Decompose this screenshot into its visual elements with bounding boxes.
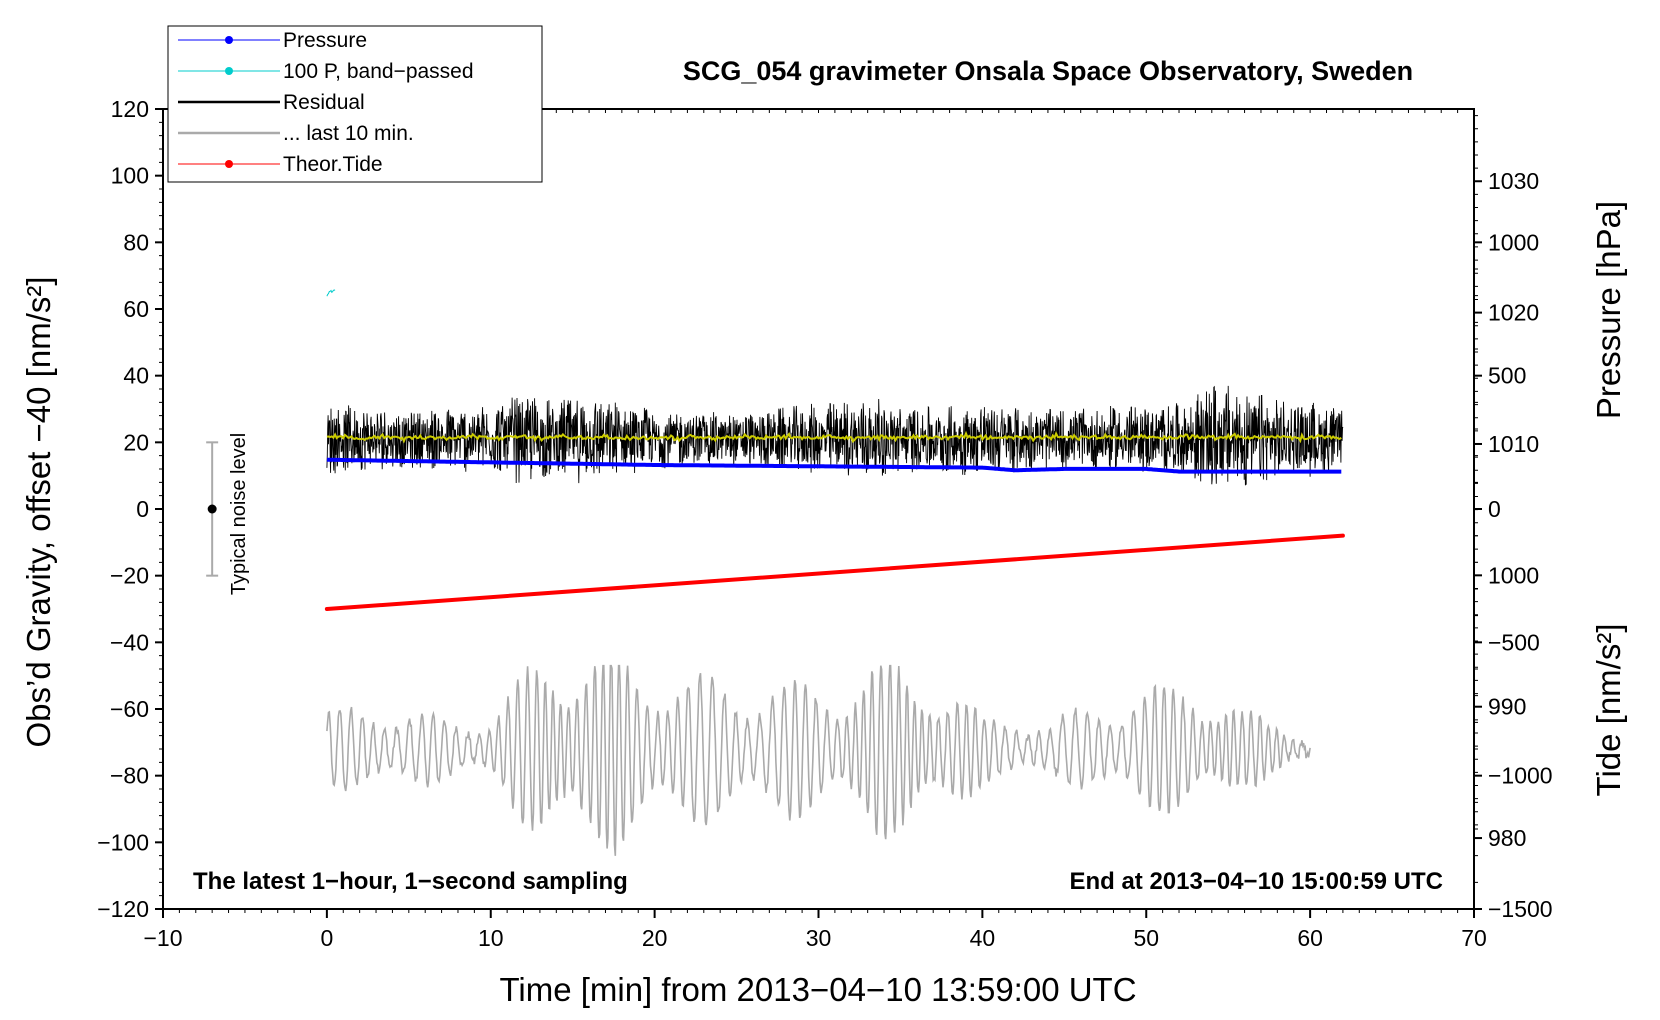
residual-line [326, 385, 1344, 486]
y-axis-ticks: −120 −100 −80 −60 −40 −20 0 20 40 60 80 100 120 [97, 96, 163, 922]
pressure-tick-label: 1030 [1488, 168, 1539, 194]
residual-smoothed-line [326, 430, 1342, 444]
y-tick-label: −100 [97, 829, 149, 855]
pressure-tick-label: 990 [1488, 694, 1526, 720]
pressure-line [326, 457, 1342, 474]
last-10-min-line [326, 664, 1311, 856]
legend-label: Residual [283, 91, 365, 114]
x-tick-label: 10 [478, 925, 504, 951]
legend-marker [225, 67, 233, 75]
y-tick-label: −40 [110, 629, 149, 655]
y-tick-label: 80 [123, 229, 149, 255]
tide-tick-label: −1500 [1488, 896, 1553, 922]
y-axis-title-left: Obs’d Gravity, offset −40 [nm/s²] [20, 276, 57, 747]
annotation-bottom-left: The latest 1−hour, 1−second sampling [193, 868, 628, 895]
minor-ticks [159, 108, 1478, 913]
noise-bar-label: Typical noise level [228, 433, 250, 595]
pressure-axis-ticks: 980 990 1000 1010 1020 1030 [1474, 168, 1539, 851]
y-axis-title-tide: Tide [nm/s²] [1590, 624, 1627, 797]
tide-tick-label: −1000 [1488, 763, 1553, 789]
tide-tick-label: −500 [1488, 629, 1540, 655]
x-tick-label: 0 [320, 925, 333, 951]
y-tick-label: 0 [136, 496, 149, 522]
pressure-tick-label: 1010 [1488, 431, 1539, 457]
legend-label: Pressure [283, 29, 367, 52]
y-tick-label: 40 [123, 363, 149, 389]
y-axis-title-pressure: Pressure [hPa] [1590, 201, 1627, 419]
band-passed-pressure-line [326, 289, 336, 297]
legend-items: Pressure 100 P, band−passed Residual ... la… [178, 29, 474, 176]
legend: Pressure 100 P, band−passed Residual ... la… [167, 25, 543, 183]
annotation-bottom-right: End at 2013−04−10 15:00:59 UTC [1069, 868, 1443, 895]
x-tick-label: 30 [806, 925, 832, 951]
tide-axis-ticks: −1500 −1000 −500 0 500 1000 [1474, 229, 1553, 922]
pressure-tick-label: 980 [1488, 825, 1526, 851]
chart-title: SCG_054 gravimeter Onsala Space Observat… [683, 56, 1413, 86]
legend-box [167, 25, 543, 183]
y-tick-label: −80 [110, 763, 149, 789]
pressure-tick-label: 1000 [1488, 562, 1539, 588]
tide-tick-label: 500 [1488, 363, 1526, 389]
legend-label: Theor.Tide [283, 153, 383, 176]
x-axis-ticks: −10 0 10 20 30 40 50 60 70 [143, 909, 1487, 951]
x-tick-label: 40 [970, 925, 996, 951]
y-tick-label: 120 [111, 96, 149, 122]
legend-marker [225, 36, 233, 44]
tide-tick-label: 1000 [1488, 229, 1539, 255]
noise-bar: Typical noise level [206, 433, 250, 595]
x-tick-label: 50 [1133, 925, 1159, 951]
y-tick-label: −60 [110, 696, 149, 722]
legend-label: 100 P, band−passed [283, 60, 474, 83]
tide-tick-label: 0 [1488, 496, 1501, 522]
x-tick-label: 70 [1461, 925, 1487, 951]
y-tick-label: 20 [123, 429, 149, 455]
legend-marker [225, 160, 233, 168]
pressure-tick-label: 1020 [1488, 300, 1539, 326]
x-tick-label: 60 [1297, 925, 1323, 951]
y-tick-label: 100 [111, 163, 149, 189]
y-tick-label: 60 [123, 296, 149, 322]
plot-frame [162, 108, 1475, 910]
x-tick-label: −10 [143, 925, 182, 951]
x-axis-title: Time [min] from 2013−04−10 13:59:00 UTC [499, 971, 1136, 1008]
y-tick-label: −120 [97, 896, 149, 922]
theor-tide-line [324, 533, 1345, 611]
legend-label: ... last 10 min. [283, 122, 414, 145]
noise-bar-dot [207, 504, 217, 514]
series-layer [324, 289, 1345, 856]
y-tick-label: −20 [110, 563, 149, 589]
x-tick-label: 20 [642, 925, 668, 951]
minor-tick-marks [159, 108, 1478, 913]
